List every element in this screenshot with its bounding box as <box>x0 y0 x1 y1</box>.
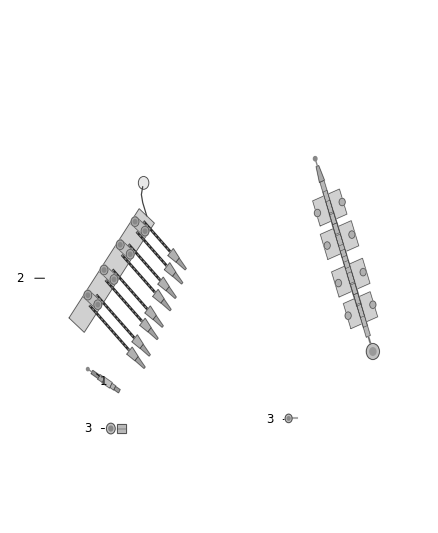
Polygon shape <box>114 386 120 393</box>
Circle shape <box>370 348 376 355</box>
Circle shape <box>349 231 355 238</box>
Circle shape <box>370 301 376 309</box>
Polygon shape <box>132 335 143 349</box>
Circle shape <box>116 240 124 249</box>
Circle shape <box>314 157 317 161</box>
Polygon shape <box>323 190 337 225</box>
Polygon shape <box>166 287 176 298</box>
Polygon shape <box>351 283 364 318</box>
Bar <box>117 424 126 433</box>
Polygon shape <box>353 293 367 327</box>
Polygon shape <box>127 347 138 361</box>
Circle shape <box>366 343 379 359</box>
Polygon shape <box>116 239 134 260</box>
Polygon shape <box>153 316 163 327</box>
Circle shape <box>84 290 92 300</box>
Polygon shape <box>343 292 378 329</box>
Circle shape <box>128 252 132 256</box>
Polygon shape <box>148 328 158 340</box>
Polygon shape <box>357 303 370 337</box>
Circle shape <box>94 300 102 310</box>
Circle shape <box>314 209 321 217</box>
Polygon shape <box>91 370 99 378</box>
Polygon shape <box>347 272 361 306</box>
Polygon shape <box>332 259 370 297</box>
Polygon shape <box>110 383 116 390</box>
Polygon shape <box>164 263 176 276</box>
Circle shape <box>102 268 106 272</box>
Circle shape <box>285 414 292 423</box>
Polygon shape <box>102 377 112 388</box>
Circle shape <box>126 249 134 259</box>
Circle shape <box>336 279 342 287</box>
Polygon shape <box>84 290 102 310</box>
Polygon shape <box>145 306 156 320</box>
Polygon shape <box>340 249 355 284</box>
Circle shape <box>118 243 122 247</box>
Polygon shape <box>313 189 347 226</box>
Circle shape <box>96 303 99 307</box>
Text: 3: 3 <box>85 422 92 435</box>
Polygon shape <box>135 357 145 368</box>
Text: 1: 1 <box>100 375 107 387</box>
Polygon shape <box>100 265 118 285</box>
Polygon shape <box>320 181 334 215</box>
Polygon shape <box>168 248 179 262</box>
Polygon shape <box>320 221 359 260</box>
Circle shape <box>324 242 330 249</box>
Circle shape <box>339 198 345 206</box>
Circle shape <box>345 312 351 319</box>
Polygon shape <box>332 223 347 257</box>
Circle shape <box>138 176 149 189</box>
Circle shape <box>133 220 137 224</box>
Polygon shape <box>336 234 350 269</box>
Circle shape <box>100 265 108 275</box>
Polygon shape <box>140 344 150 356</box>
Polygon shape <box>161 299 171 311</box>
Circle shape <box>106 423 115 434</box>
Circle shape <box>112 277 116 281</box>
Circle shape <box>287 417 290 420</box>
Polygon shape <box>69 209 154 333</box>
Polygon shape <box>316 166 325 182</box>
Polygon shape <box>173 272 183 284</box>
Circle shape <box>131 217 139 227</box>
Circle shape <box>86 368 89 371</box>
Circle shape <box>360 269 366 276</box>
Polygon shape <box>329 212 343 246</box>
Circle shape <box>109 426 113 431</box>
Circle shape <box>143 229 147 233</box>
Polygon shape <box>153 289 164 303</box>
Polygon shape <box>326 200 339 235</box>
Polygon shape <box>158 277 169 290</box>
Text: 3: 3 <box>266 413 274 426</box>
Polygon shape <box>176 258 186 270</box>
Polygon shape <box>343 260 358 295</box>
Circle shape <box>110 274 118 284</box>
Circle shape <box>86 293 90 297</box>
Polygon shape <box>140 318 151 332</box>
Text: 2: 2 <box>17 272 24 285</box>
Polygon shape <box>98 375 104 382</box>
Polygon shape <box>131 216 149 237</box>
Circle shape <box>141 227 149 236</box>
Bar <box>117 424 126 433</box>
